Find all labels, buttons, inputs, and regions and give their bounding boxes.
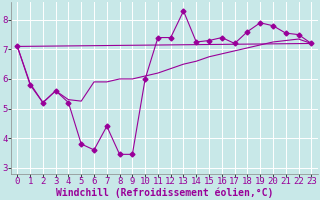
X-axis label: Windchill (Refroidissement éolien,°C): Windchill (Refroidissement éolien,°C) bbox=[56, 187, 273, 198]
